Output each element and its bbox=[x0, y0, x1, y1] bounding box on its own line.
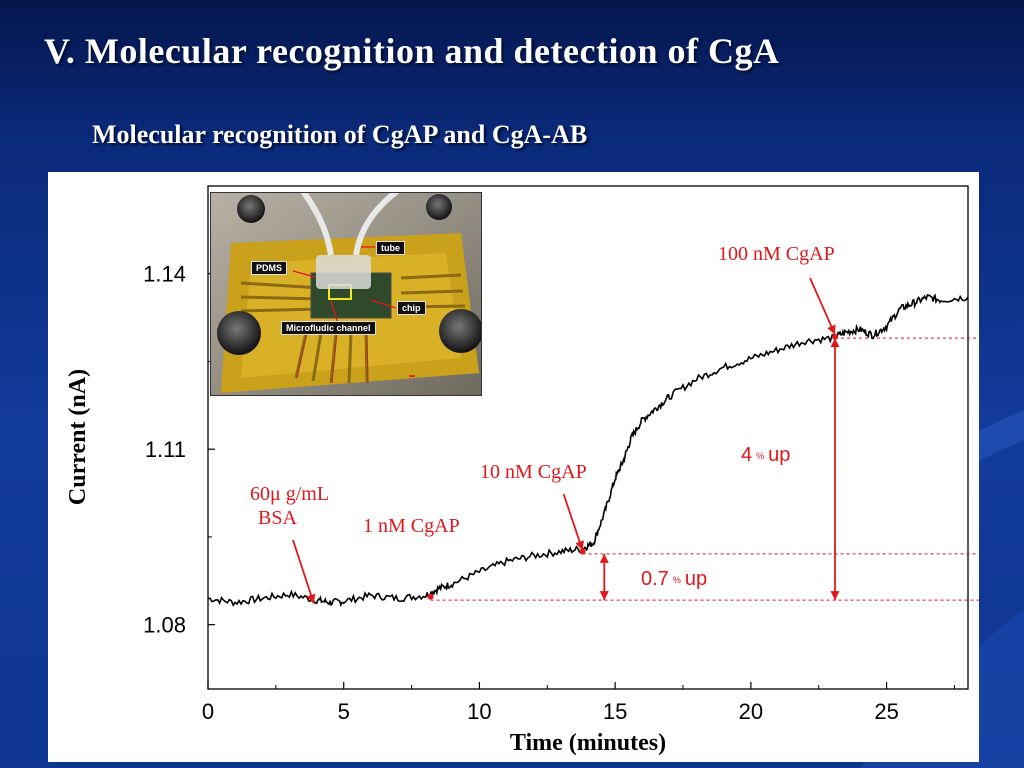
annotation-small-increase: 0.7% up bbox=[641, 568, 707, 591]
large-increase-value: 4 bbox=[741, 444, 753, 466]
large-increase-unit: up bbox=[768, 444, 791, 466]
event-marker bbox=[579, 548, 586, 555]
x-tick-label: 5 bbox=[338, 699, 350, 724]
chart-panel: 0 5 10 15 20 25 1.08 1.11 1.14 Time (minutes) Cu… bbox=[48, 172, 979, 762]
annotation-bsa-concentration: 60μ g/mL bbox=[250, 483, 330, 505]
y-tick-label: 1.14 bbox=[143, 262, 186, 287]
chart: 0 5 10 15 20 25 1.08 1.11 1.14 Time (minutes) Cu… bbox=[65, 185, 979, 756]
tube-label: tube bbox=[376, 241, 405, 255]
bsa-pointer-arrow bbox=[292, 539, 316, 604]
annotation-1nm: 1 nM CgAP bbox=[363, 515, 460, 537]
x-tick-label: 10 bbox=[467, 699, 491, 724]
small-increase-arrow-top bbox=[599, 553, 609, 577]
small-increase-arrow-bottom bbox=[599, 576, 609, 601]
annotation-100nm: 100 nM CgAP bbox=[718, 243, 835, 265]
cgap-10nm-pointer-arrow bbox=[562, 493, 584, 551]
microfluidic-chip-photo: tube PDMS chip Microfludic channel ▬ bbox=[210, 192, 482, 396]
large-increase-arrow-bottom bbox=[830, 469, 840, 601]
slide-title: V. Molecular recognition and detection o… bbox=[44, 31, 780, 71]
annotation-bsa-name: BSA bbox=[258, 507, 297, 529]
scale-bar-icon: ▬ bbox=[409, 373, 415, 379]
y-axis-label: Current (nA) bbox=[65, 369, 91, 505]
chip-label: chip bbox=[397, 301, 426, 315]
large-increase-arrow-top bbox=[830, 338, 840, 470]
current-trace bbox=[207, 293, 969, 608]
x-tick-label: 25 bbox=[874, 699, 898, 724]
annotation-large-increase: 4% up bbox=[741, 444, 790, 467]
event-marker bbox=[832, 333, 838, 340]
slide-subtitle: Molecular recognition of CgAP and CgA-AB bbox=[92, 120, 588, 149]
channel-label: Microfludic channel bbox=[281, 321, 376, 335]
event-marker bbox=[427, 593, 434, 600]
pdms-label: PDMS bbox=[251, 261, 288, 275]
x-tick-label: 15 bbox=[603, 699, 627, 724]
plot-frame bbox=[207, 185, 969, 690]
x-tick-label: 0 bbox=[202, 699, 214, 724]
x-axis-label: Time (minutes) bbox=[510, 730, 666, 756]
cgap-100nm-pointer-arrow bbox=[809, 277, 836, 335]
y-tick-label: 1.11 bbox=[145, 437, 186, 462]
annotation-10nm: 10 nM CgAP bbox=[480, 461, 587, 483]
small-increase-percent: % bbox=[672, 574, 681, 585]
small-increase-value: 0.7 bbox=[641, 568, 669, 590]
y-tick-label: 1.08 bbox=[143, 613, 186, 638]
large-increase-percent: % bbox=[756, 450, 765, 461]
annotation-bsa: 60μ g/mL BSA bbox=[250, 482, 329, 530]
x-tick-label: 20 bbox=[739, 699, 763, 724]
small-increase-unit: up bbox=[684, 568, 708, 590]
